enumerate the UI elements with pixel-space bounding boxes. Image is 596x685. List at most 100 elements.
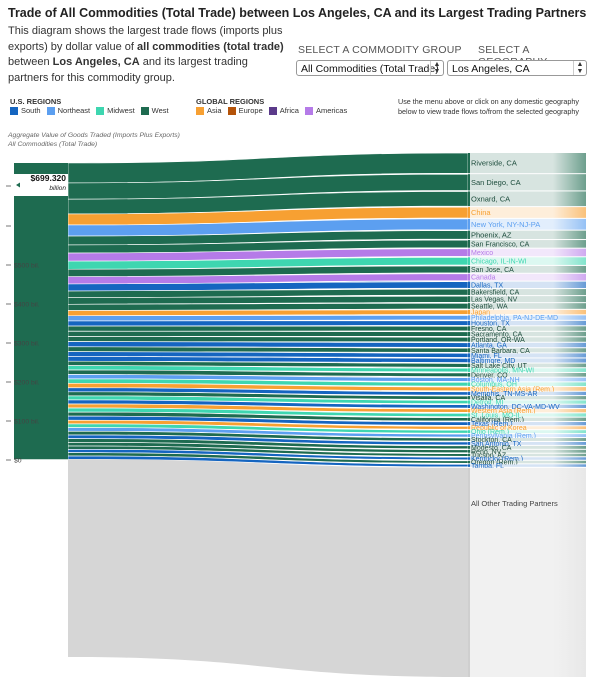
partner-label[interactable]: Las Vegas, NV bbox=[471, 297, 518, 304]
partner-label[interactable]: Japan bbox=[471, 310, 490, 317]
destination-node[interactable] bbox=[468, 464, 586, 467]
destination-node[interactable] bbox=[468, 218, 586, 230]
destination-node[interactable] bbox=[468, 296, 586, 303]
partner-label[interactable]: Republic of Korea bbox=[471, 425, 527, 432]
partner-label[interactable]: Fresno, CA bbox=[471, 326, 507, 333]
destination-node[interactable] bbox=[468, 240, 586, 248]
destination-node[interactable] bbox=[468, 426, 586, 430]
partner-label[interactable]: San Antonio, TX bbox=[471, 441, 522, 448]
destination-node[interactable] bbox=[468, 377, 586, 382]
partner-label[interactable]: South-Eastern Asia (Rem.) bbox=[471, 386, 554, 393]
partner-label[interactable]: Miami, FL bbox=[471, 353, 502, 360]
destination-node[interactable] bbox=[468, 430, 586, 434]
destination-node[interactable] bbox=[468, 207, 586, 218]
partner-label[interactable]: Tucson, AZ bbox=[471, 452, 507, 459]
destination-node[interactable] bbox=[468, 191, 586, 207]
partner-label[interactable]: California (Rem.) bbox=[471, 417, 524, 424]
partner-label[interactable]: Boston, MA-NH bbox=[471, 377, 520, 384]
flow-band[interactable] bbox=[67, 309, 469, 317]
destination-node[interactable] bbox=[468, 348, 586, 353]
partner-label[interactable]: Detroit, MI bbox=[471, 400, 503, 407]
partner-label[interactable]: Baltimore, MD bbox=[471, 358, 515, 365]
destination-node[interactable] bbox=[468, 421, 586, 426]
destination-node[interactable] bbox=[468, 467, 586, 677]
flow-band[interactable] bbox=[67, 430, 469, 442]
partner-label[interactable]: Mexico bbox=[471, 250, 493, 257]
destination-node[interactable] bbox=[468, 326, 586, 331]
flow-band[interactable] bbox=[67, 427, 469, 438]
flow-band[interactable] bbox=[67, 346, 469, 353]
destination-node[interactable] bbox=[468, 265, 586, 273]
destination-node[interactable] bbox=[468, 248, 586, 257]
partner-label[interactable]: Minneapolis, MN-WI bbox=[471, 368, 534, 375]
destination-node[interactable] bbox=[468, 320, 586, 326]
destination-node[interactable] bbox=[468, 441, 586, 445]
partner-label[interactable]: Chicago, IL-IN-WI bbox=[471, 259, 527, 266]
destination-node[interactable] bbox=[468, 413, 586, 417]
destination-node[interactable] bbox=[468, 391, 586, 396]
flow-band[interactable] bbox=[67, 330, 469, 337]
partner-label[interactable]: Ohio (Rem.) bbox=[471, 429, 509, 436]
flow-band[interactable] bbox=[67, 325, 469, 332]
destination-node[interactable] bbox=[468, 404, 586, 409]
destination-node[interactable] bbox=[468, 438, 586, 441]
partner-label[interactable]: Columbus, OH bbox=[471, 382, 517, 389]
destination-node[interactable] bbox=[468, 174, 586, 191]
partner-label[interactable]: St. Louis, MO-IL bbox=[471, 413, 522, 420]
partner-label[interactable]: San Jose, CA bbox=[471, 267, 514, 274]
destination-node[interactable] bbox=[468, 358, 586, 363]
flow-band[interactable] bbox=[67, 423, 469, 434]
flow-band[interactable] bbox=[67, 315, 469, 322]
destination-node[interactable] bbox=[468, 281, 586, 289]
flow-band[interactable] bbox=[67, 341, 469, 348]
partner-label[interactable]: San Francisco, CA bbox=[471, 241, 530, 248]
flow-band[interactable] bbox=[67, 448, 469, 461]
destination-node[interactable] bbox=[468, 434, 586, 438]
partner-label[interactable]: Stockton, CA bbox=[471, 437, 512, 444]
destination-node[interactable] bbox=[468, 387, 586, 391]
partner-label[interactable]: Houston, TX bbox=[471, 321, 510, 328]
destination-node[interactable] bbox=[468, 368, 586, 372]
flow-band[interactable] bbox=[67, 320, 469, 327]
destination-node[interactable] bbox=[468, 400, 586, 404]
destination-node[interactable] bbox=[468, 342, 586, 348]
partner-label[interactable]: Western Asia (Rem.) bbox=[471, 408, 535, 415]
partner-label[interactable]: Tampa, FL bbox=[471, 463, 504, 470]
partner-label[interactable]: Salt Lake City, UT bbox=[471, 363, 528, 370]
destination-node[interactable] bbox=[468, 153, 586, 174]
destination-node[interactable] bbox=[468, 315, 586, 320]
commodity-select[interactable]: All Commodities (Total Trade) ▲ ▼ bbox=[296, 60, 444, 76]
partner-label[interactable]: Kentucky (Rem.) bbox=[471, 456, 523, 463]
partner-label[interactable]: Oregon (Rem.) bbox=[471, 460, 518, 467]
partner-label[interactable]: Bakersfield, CA bbox=[471, 290, 520, 297]
destination-node[interactable] bbox=[468, 417, 586, 421]
destination-node[interactable] bbox=[468, 303, 586, 309]
partner-label[interactable]: China bbox=[471, 208, 491, 217]
partner-label[interactable]: Oxnard, CA bbox=[471, 194, 510, 203]
partner-label[interactable]: Canada bbox=[471, 275, 496, 282]
destination-node[interactable] bbox=[468, 353, 586, 358]
destination-node[interactable] bbox=[468, 309, 586, 315]
destination-node[interactable] bbox=[468, 409, 586, 413]
destination-node[interactable] bbox=[468, 449, 586, 453]
flow-band[interactable] bbox=[67, 356, 469, 363]
destination-node[interactable] bbox=[468, 457, 586, 460]
partner-label[interactable]: Memphis, TN-MS-AR bbox=[471, 391, 537, 398]
flow-band[interactable] bbox=[67, 336, 469, 343]
destination-node[interactable] bbox=[468, 289, 586, 296]
source-node[interactable] bbox=[14, 163, 68, 460]
geography-select[interactable]: Los Angeles, CA ▲ ▼ bbox=[447, 60, 587, 76]
destination-node[interactable] bbox=[468, 363, 586, 368]
partner-label[interactable]: Philadelphia, PA-NJ-DE-MD bbox=[471, 315, 558, 322]
destination-node[interactable] bbox=[468, 445, 586, 449]
flow-band[interactable] bbox=[68, 459, 468, 677]
destination-node[interactable] bbox=[468, 460, 586, 464]
destination-node[interactable] bbox=[468, 337, 586, 342]
partner-label[interactable]: Santa Barbara, CA bbox=[471, 348, 530, 355]
partner-label[interactable]: New York, NY-NJ-PA bbox=[471, 220, 540, 229]
destination-node[interactable] bbox=[468, 382, 586, 387]
partner-label[interactable]: Sacramento, CA bbox=[471, 332, 523, 339]
destination-node[interactable] bbox=[468, 396, 586, 400]
partner-label[interactable]: San Diego, CA bbox=[471, 178, 521, 187]
destination-node[interactable] bbox=[468, 257, 586, 265]
